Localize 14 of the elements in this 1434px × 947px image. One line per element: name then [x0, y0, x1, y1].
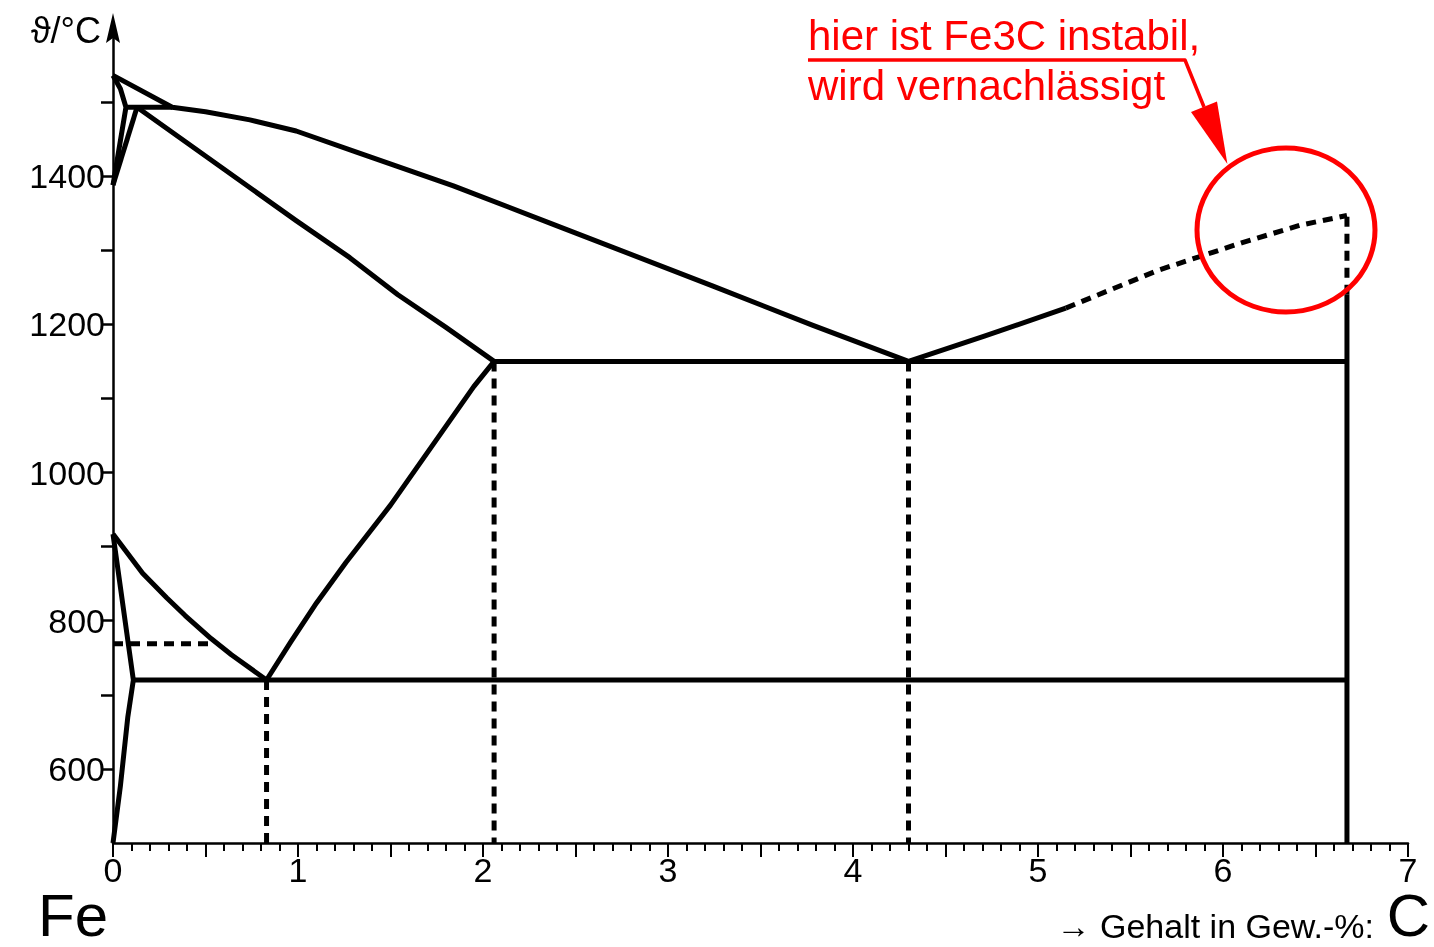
y-axis-title: ϑ/°C — [30, 9, 101, 51]
y-tick-label: 1200 — [29, 305, 105, 344]
y-tick-label: 1000 — [29, 453, 105, 492]
x-axis-title: → Gehalt in Gew.-%: — [1056, 907, 1374, 945]
annotation: hier ist Fe3C instabil, wird vernachlässigt — [807, 11, 1201, 109]
y-tick-label: 1400 — [29, 157, 105, 196]
x-tick-label: 3 — [658, 851, 678, 889]
x-tick-label: 2 — [473, 851, 493, 889]
y-tick-label: 800 — [48, 601, 105, 640]
x-tick-label: 5 — [1028, 851, 1048, 889]
y-tick-label: 600 — [48, 749, 105, 788]
x-tick-label: 1 — [288, 851, 308, 889]
x-tick-label: 4 — [843, 851, 863, 889]
x-tick-label: 6 — [1213, 851, 1233, 889]
